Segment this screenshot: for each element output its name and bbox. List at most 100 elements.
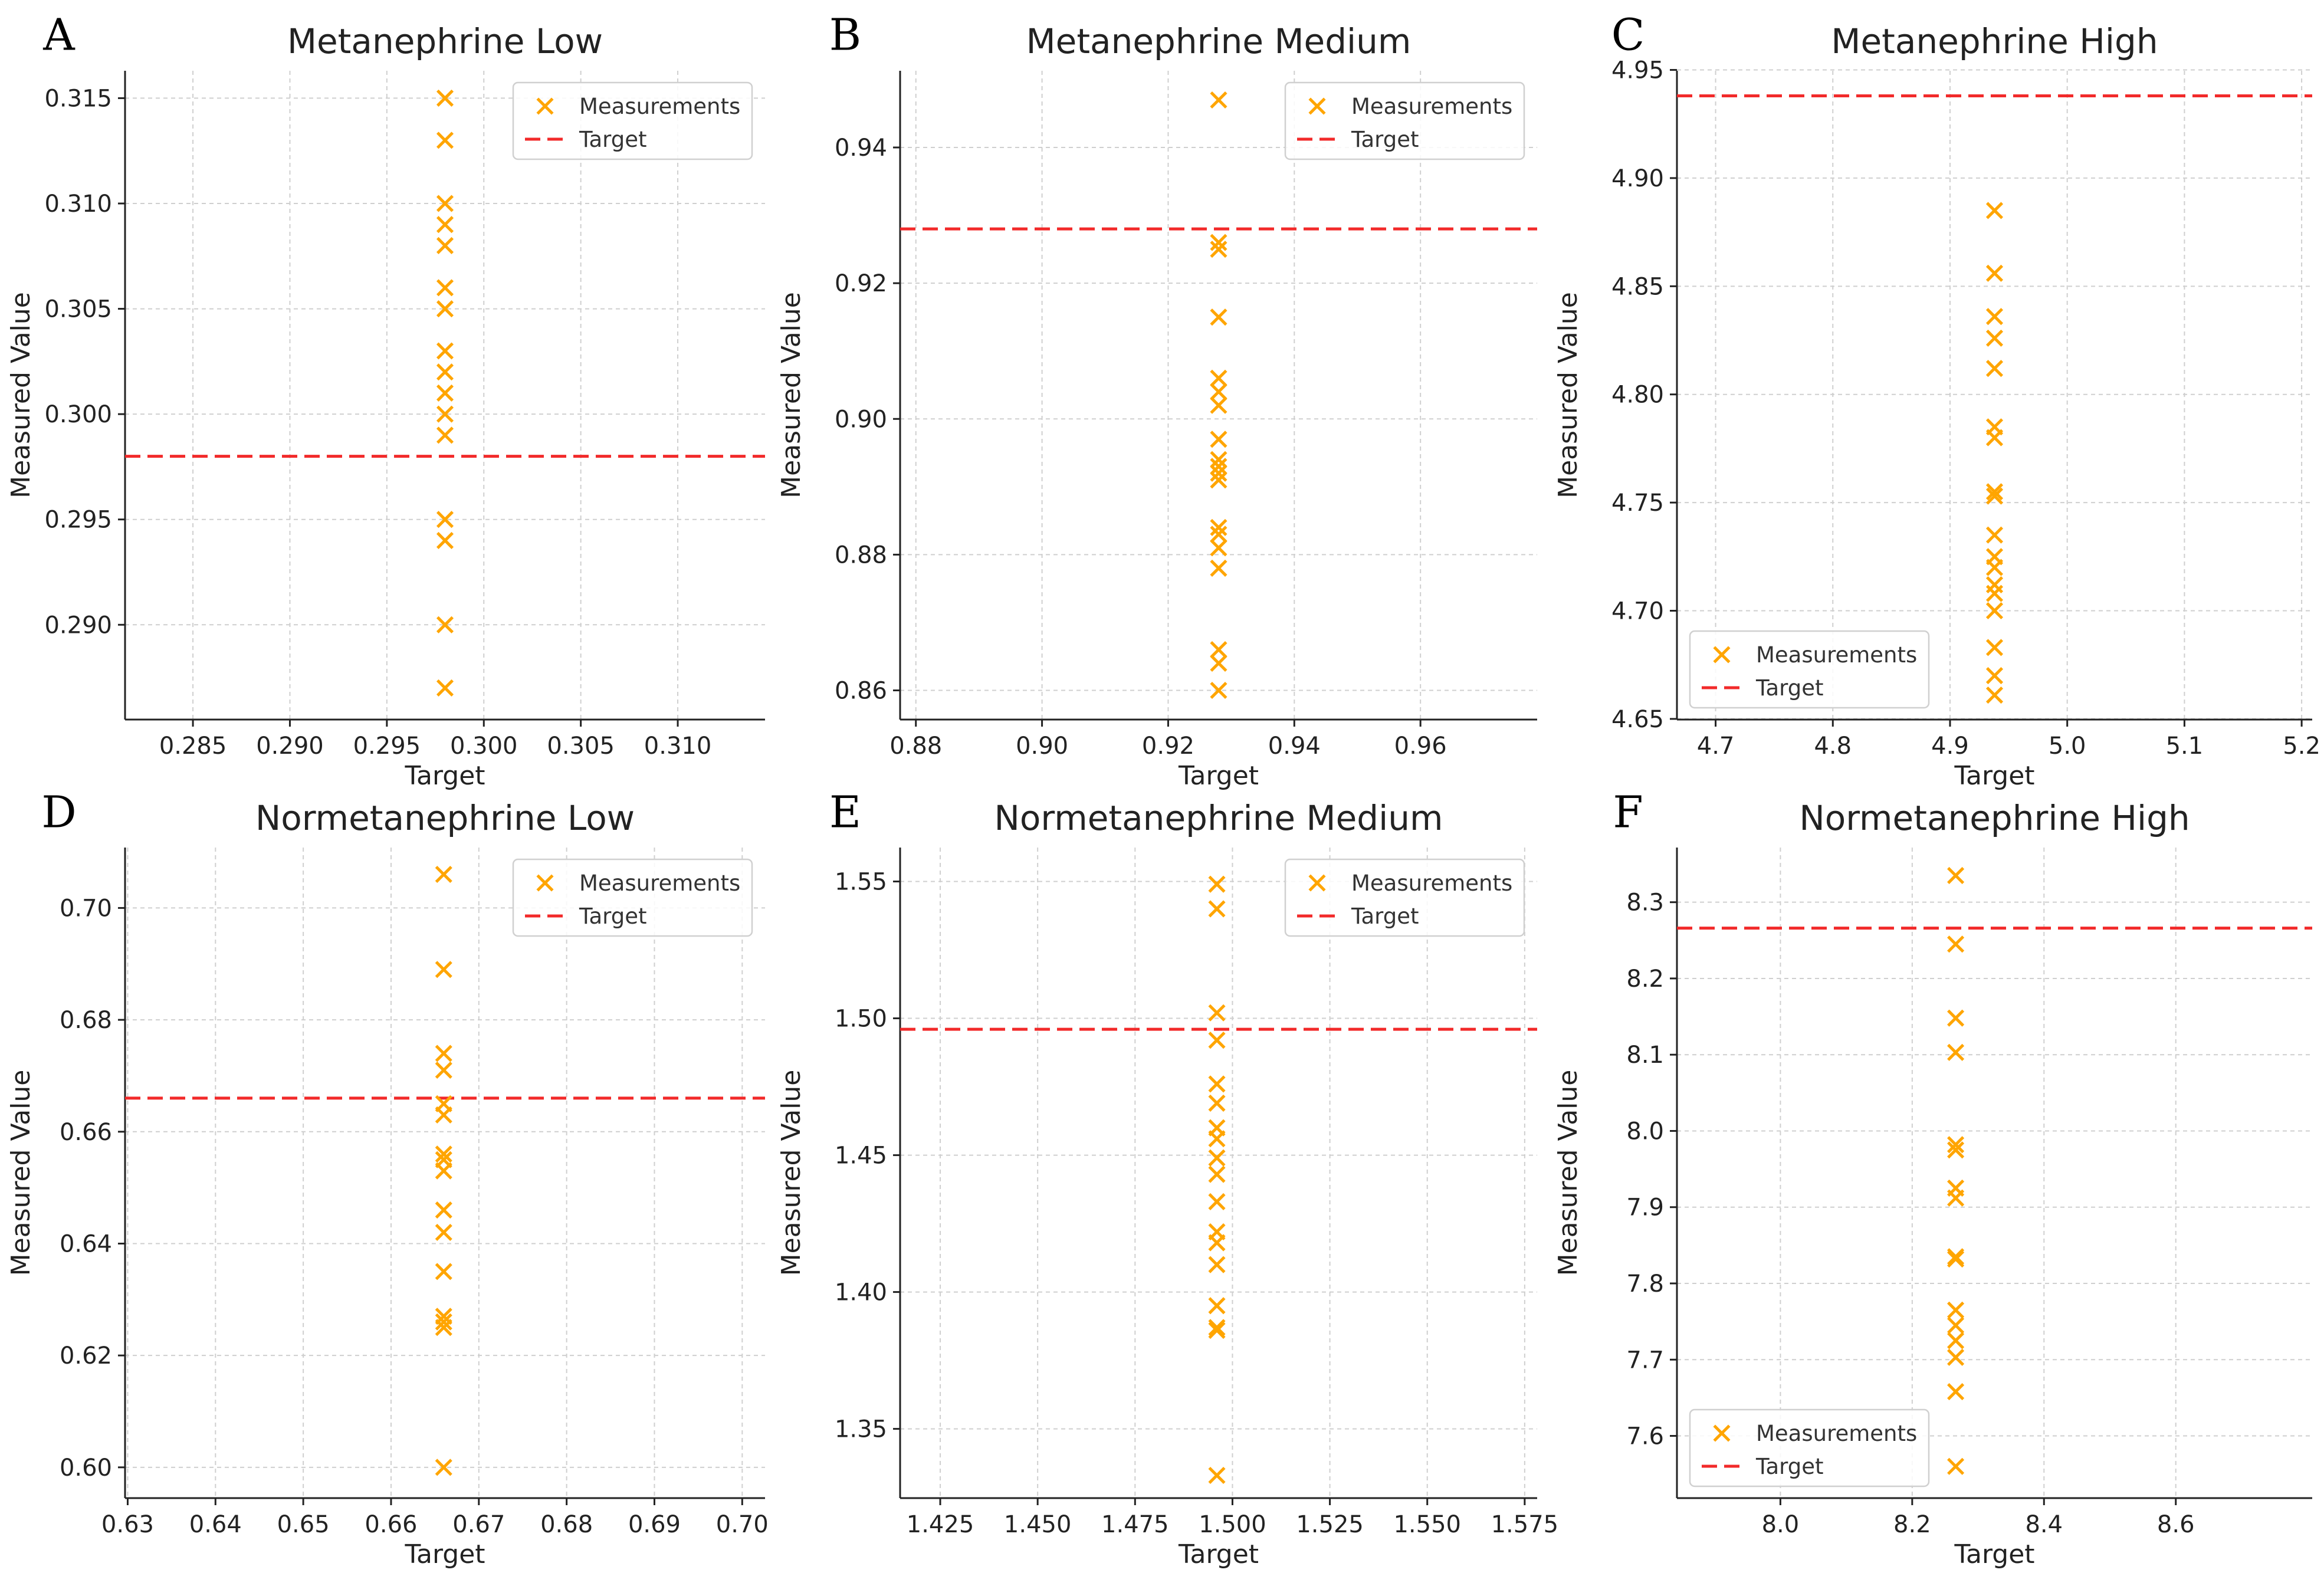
legend-marker-icon	[536, 874, 554, 892]
panel-letter: F	[1613, 787, 1643, 838]
panel-d: D Normetanephrine Low 0.63 0.64 0.65 0.66 0.67…	[6, 787, 769, 1569]
measurement-point	[436, 531, 454, 549]
y-tick-label: 0.310	[44, 191, 112, 218]
legend-label-target: Target	[1755, 1454, 1823, 1479]
measurement-point	[435, 1106, 452, 1124]
x-tick-label: 0.285	[159, 733, 227, 760]
y-tick-label: 1.55	[835, 869, 887, 896]
panel-b: B Metanephrine Medium 0.88 0.90 0.92 0.94 0.96…	[776, 9, 1537, 791]
x-tick-label: 8.4	[2025, 1511, 2063, 1538]
legend-label-target: Target	[1755, 675, 1823, 701]
legend-box	[1689, 1408, 1930, 1487]
measurement-point	[1208, 1322, 1226, 1339]
legend: Measurements Target	[1689, 630, 1930, 709]
measurement-point	[1210, 559, 1227, 577]
y-tick-label: 1.45	[835, 1142, 887, 1170]
measurement-point	[1985, 602, 2004, 620]
measurement-point	[1947, 1383, 1965, 1401]
y-tick-label: 0.70	[60, 895, 112, 922]
measurement-point	[1210, 681, 1227, 700]
measurement-point	[1208, 1319, 1226, 1336]
measurement-point	[436, 363, 454, 381]
x-tick-label: 0.88	[889, 733, 942, 760]
x-tick-label: 4.7	[1697, 733, 1735, 760]
y-tick-label: 7.7	[1626, 1347, 1664, 1374]
y-tick-label: 0.295	[44, 507, 112, 534]
y-tick-label: 1.35	[835, 1416, 887, 1443]
panel-letter: E	[829, 787, 861, 838]
legend-label-measurements: Measurements	[1756, 642, 1917, 668]
measurement-point	[1947, 935, 1965, 953]
legend-marker-icon	[1713, 646, 1731, 664]
measurement-point	[1985, 584, 2004, 602]
x-tick-label: 0.94	[1268, 733, 1321, 760]
measurement-point	[435, 1162, 452, 1180]
y-tick-label: 8.1	[1626, 1042, 1664, 1069]
x-tick-label: 1.450	[1004, 1511, 1072, 1538]
x-tick-label: 1.575	[1491, 1511, 1559, 1538]
legend-label-measurements: Measurements	[579, 871, 740, 896]
x-tick-label: 1.425	[907, 1511, 974, 1538]
x-tick-label: 1.525	[1296, 1511, 1364, 1538]
measurement-point	[1208, 1193, 1226, 1210]
measurement-point	[1985, 329, 2004, 347]
measurement-point	[1210, 518, 1227, 536]
chart-title: Metanephrine High	[1831, 21, 2158, 61]
y-axis-label: Measured Value	[776, 1070, 806, 1276]
measurement-point	[1947, 1189, 1965, 1207]
measurement-point	[1947, 1316, 1965, 1334]
chart-title: Normetanephrine Low	[255, 798, 635, 838]
legend-marker-icon	[536, 97, 554, 115]
measurement-point	[1947, 1250, 1965, 1268]
panel-letter: A	[42, 9, 76, 60]
y-tick-label: 0.305	[44, 296, 112, 323]
measurement-point	[1208, 1004, 1226, 1022]
measurement-point	[1947, 1457, 1965, 1475]
measurement-point	[1210, 654, 1227, 672]
legend-label-measurements: Measurements	[1351, 94, 1512, 119]
x-tick-label: 0.290	[256, 733, 324, 760]
measurement-point	[1985, 548, 2004, 566]
y-axis-label: Measured Value	[1553, 1070, 1583, 1276]
measurement-point	[1947, 1136, 1965, 1154]
y-tick-label: 0.290	[44, 612, 112, 639]
measurement-point	[1208, 1130, 1226, 1148]
measurement-point	[1208, 1032, 1226, 1049]
measurement-point	[436, 89, 454, 107]
x-axis-label: Target	[1178, 1539, 1259, 1569]
x-tick-label: 0.90	[1016, 733, 1068, 760]
measurement-point	[1947, 1332, 1965, 1349]
y-tick-label: 0.60	[60, 1454, 112, 1482]
y-tick-label: 4.95	[1611, 57, 1664, 84]
x-tick-label: 0.64	[189, 1511, 242, 1538]
measurement-point	[1208, 1149, 1226, 1167]
measurement-point	[1210, 241, 1227, 258]
measurement-point	[1210, 526, 1227, 543]
y-tick-label: 1.40	[835, 1279, 887, 1306]
measurement-point	[1208, 1223, 1226, 1241]
measurement-point	[436, 342, 454, 360]
measurement-point	[1985, 667, 2004, 685]
measurement-point	[1947, 1141, 1965, 1159]
legend: Measurements Target	[512, 81, 753, 160]
x-tick-label: 0.310	[644, 733, 712, 760]
measurement-point	[436, 679, 454, 697]
y-axis-label: Measured Value	[776, 292, 806, 498]
measurement-point	[1985, 483, 2004, 501]
y-tick-label: 4.65	[1611, 706, 1664, 733]
measurement-point	[1985, 308, 2004, 326]
legend-label-target: Target	[579, 904, 646, 929]
x-tick-label: 5.0	[2049, 733, 2086, 760]
x-tick-label: 4.8	[1814, 733, 1852, 760]
legend-marker-icon	[1308, 874, 1326, 892]
panel-letter: B	[829, 9, 861, 60]
chart-title: Normetanephrine High	[1799, 798, 2190, 838]
legend: Measurements Target	[1284, 858, 1525, 937]
x-tick-label: 0.68	[540, 1511, 593, 1538]
x-axis-label: Target	[1954, 1539, 2034, 1569]
x-tick-label: 8.0	[1762, 1511, 1800, 1538]
y-tick-label: 8.2	[1626, 966, 1664, 993]
x-axis-label: Target	[404, 1539, 485, 1569]
measurement-point	[1208, 1075, 1226, 1093]
measurement-point	[435, 1308, 452, 1325]
